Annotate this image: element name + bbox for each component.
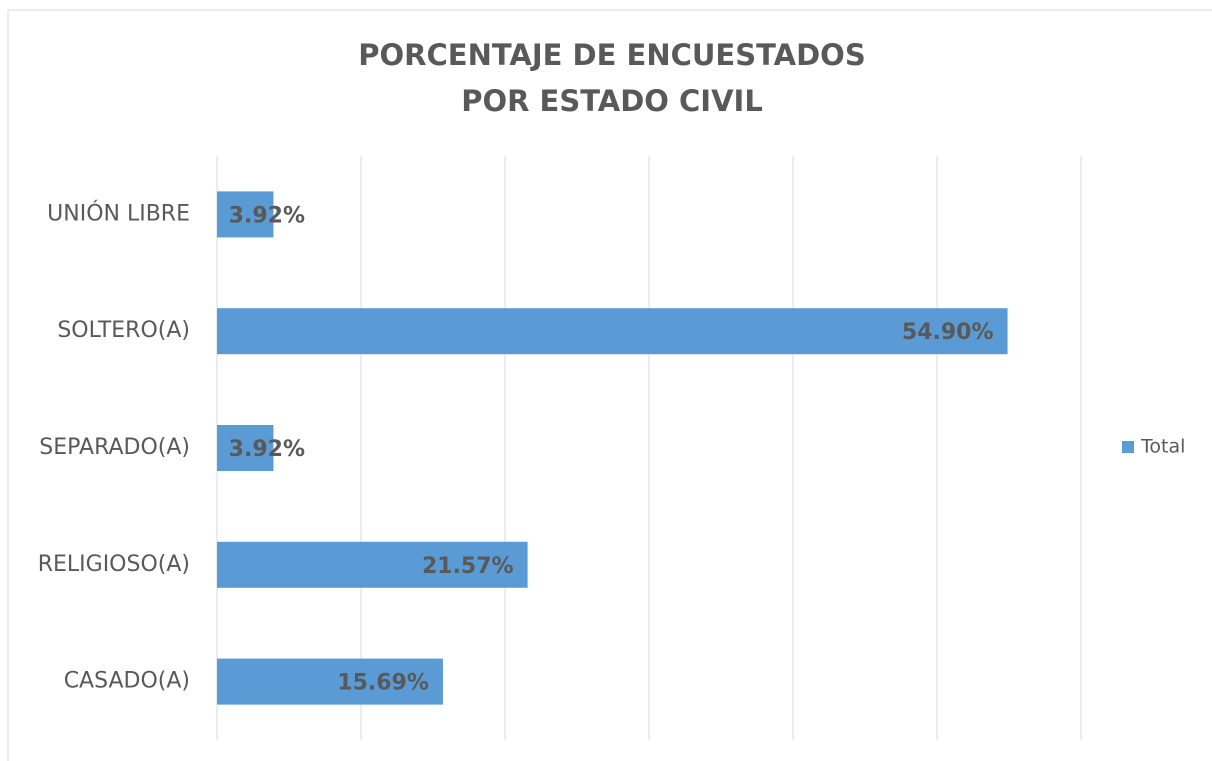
data-label: 15.69% [337,671,429,696]
data-label: 3.92% [229,437,305,462]
chart-title: PORCENTAJE DE ENCUESTADOS [358,38,865,72]
chart-frame [7,9,1212,761]
legend-label: Total [1140,436,1185,458]
data-label: 21.57% [422,554,514,579]
y-tick-label: RELIGIOSO(A) [38,552,190,577]
y-tick-label: CASADO(A) [64,669,190,694]
data-label: 3.92% [229,203,305,228]
bar [217,308,1008,355]
bar [217,191,274,238]
y-tick-label: UNIÓN LIBRE [47,200,190,226]
y-tick-label: SEPARADO(A) [39,435,190,460]
y-tick-label: SOLTERO(A) [57,318,190,343]
data-label: 54.90% [902,320,994,345]
legend-swatch [1122,441,1134,453]
chart-title: POR ESTADO CIVIL [461,84,763,118]
bar [217,425,274,471]
bar [217,658,443,705]
bar [217,541,528,588]
